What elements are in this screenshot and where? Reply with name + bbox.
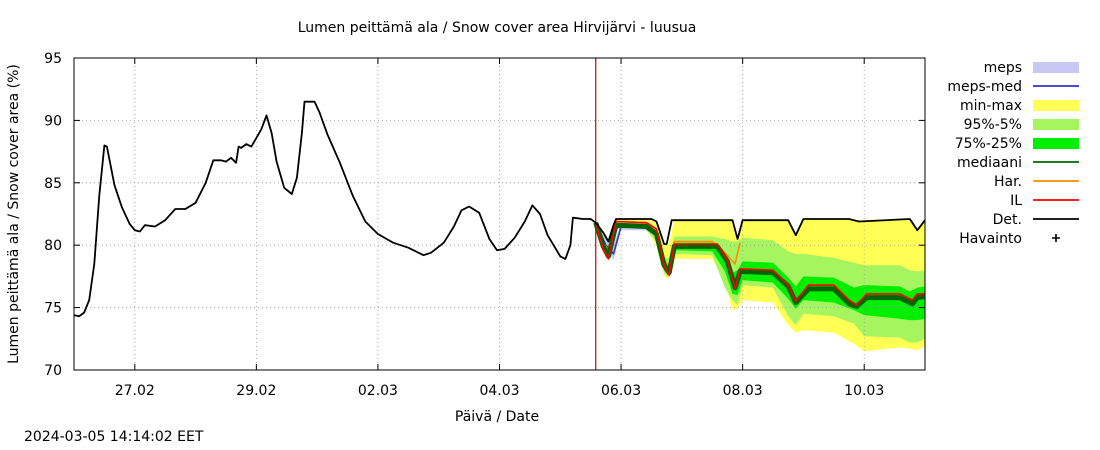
y-tick-label: 70	[44, 363, 62, 379]
chart-title: Lumen peittämä ala / Snow cover area Hir…	[298, 20, 697, 36]
y-tick-label: 75	[44, 301, 62, 317]
legend-label: mediaani	[957, 155, 1022, 171]
legend-label: Har.	[994, 174, 1022, 190]
legend-item-min-max: min-max	[960, 98, 1079, 114]
legend-swatch	[1033, 62, 1079, 73]
series-lines	[73, 100, 926, 318]
legend-label: 95%-5%	[964, 117, 1022, 133]
x-tick-label: 04.03	[479, 383, 519, 399]
x-tick-label: 06.03	[601, 383, 641, 399]
legend-swatch	[1033, 119, 1079, 130]
y-axis-ticks: 70 75 80 85 90 95	[44, 51, 925, 379]
legend-label: meps	[984, 60, 1022, 76]
y-tick-label: 90	[44, 113, 62, 129]
x-tick-label: 27.02	[115, 383, 155, 399]
legend-label: meps-med	[947, 79, 1022, 95]
legend-item-meps: meps	[984, 60, 1079, 76]
x-tick-label: 02.03	[358, 383, 398, 399]
legend-label: Det.	[993, 212, 1022, 228]
x-tick-label: 10.03	[844, 383, 884, 399]
legend-label: 75%-25%	[955, 136, 1022, 152]
legend-item-il: IL	[1010, 193, 1079, 209]
grid-lines	[74, 58, 925, 370]
y-tick-label: 80	[44, 238, 62, 254]
legend-item-har: Har.	[994, 174, 1079, 190]
x-tick-label: 29.02	[236, 383, 276, 399]
y-axis-label: Lumen peittämä ala / Snow cover area (%)	[6, 64, 22, 364]
series-line-det	[73, 100, 926, 318]
legend-marker-plus-icon	[1052, 234, 1060, 242]
legend-swatch	[1033, 100, 1079, 111]
x-axis-label: Päivä / Date	[455, 409, 539, 425]
band-95-5	[595, 222, 925, 343]
legend-item-75-25: 75%-25%	[955, 136, 1079, 152]
y-tick-label: 95	[44, 51, 62, 67]
legend-label: min-max	[960, 98, 1022, 114]
legend: meps meps-med min-max 95%-5% 75%-25% mediaani…	[947, 60, 1079, 247]
legend-item-det: Det.	[993, 212, 1079, 228]
legend-swatch	[1033, 138, 1079, 149]
series-line-il	[594, 220, 925, 306]
legend-item-havainto: Havainto	[959, 231, 1060, 247]
generated-timestamp: 2024-03-05 14:14:02 EET	[24, 429, 204, 445]
legend-label: Havainto	[959, 231, 1022, 247]
x-axis-ticks: 27.02 29.02 02.03 04.03 06.03 08.03 10.03	[115, 58, 884, 399]
legend-item-meps-med: meps-med	[947, 79, 1079, 95]
y-tick-label: 85	[44, 176, 62, 192]
legend-item-mediaani: mediaani	[957, 155, 1079, 171]
x-tick-label: 08.03	[723, 383, 763, 399]
legend-item-95-5: 95%-5%	[964, 117, 1079, 133]
legend-label: IL	[1010, 193, 1022, 209]
